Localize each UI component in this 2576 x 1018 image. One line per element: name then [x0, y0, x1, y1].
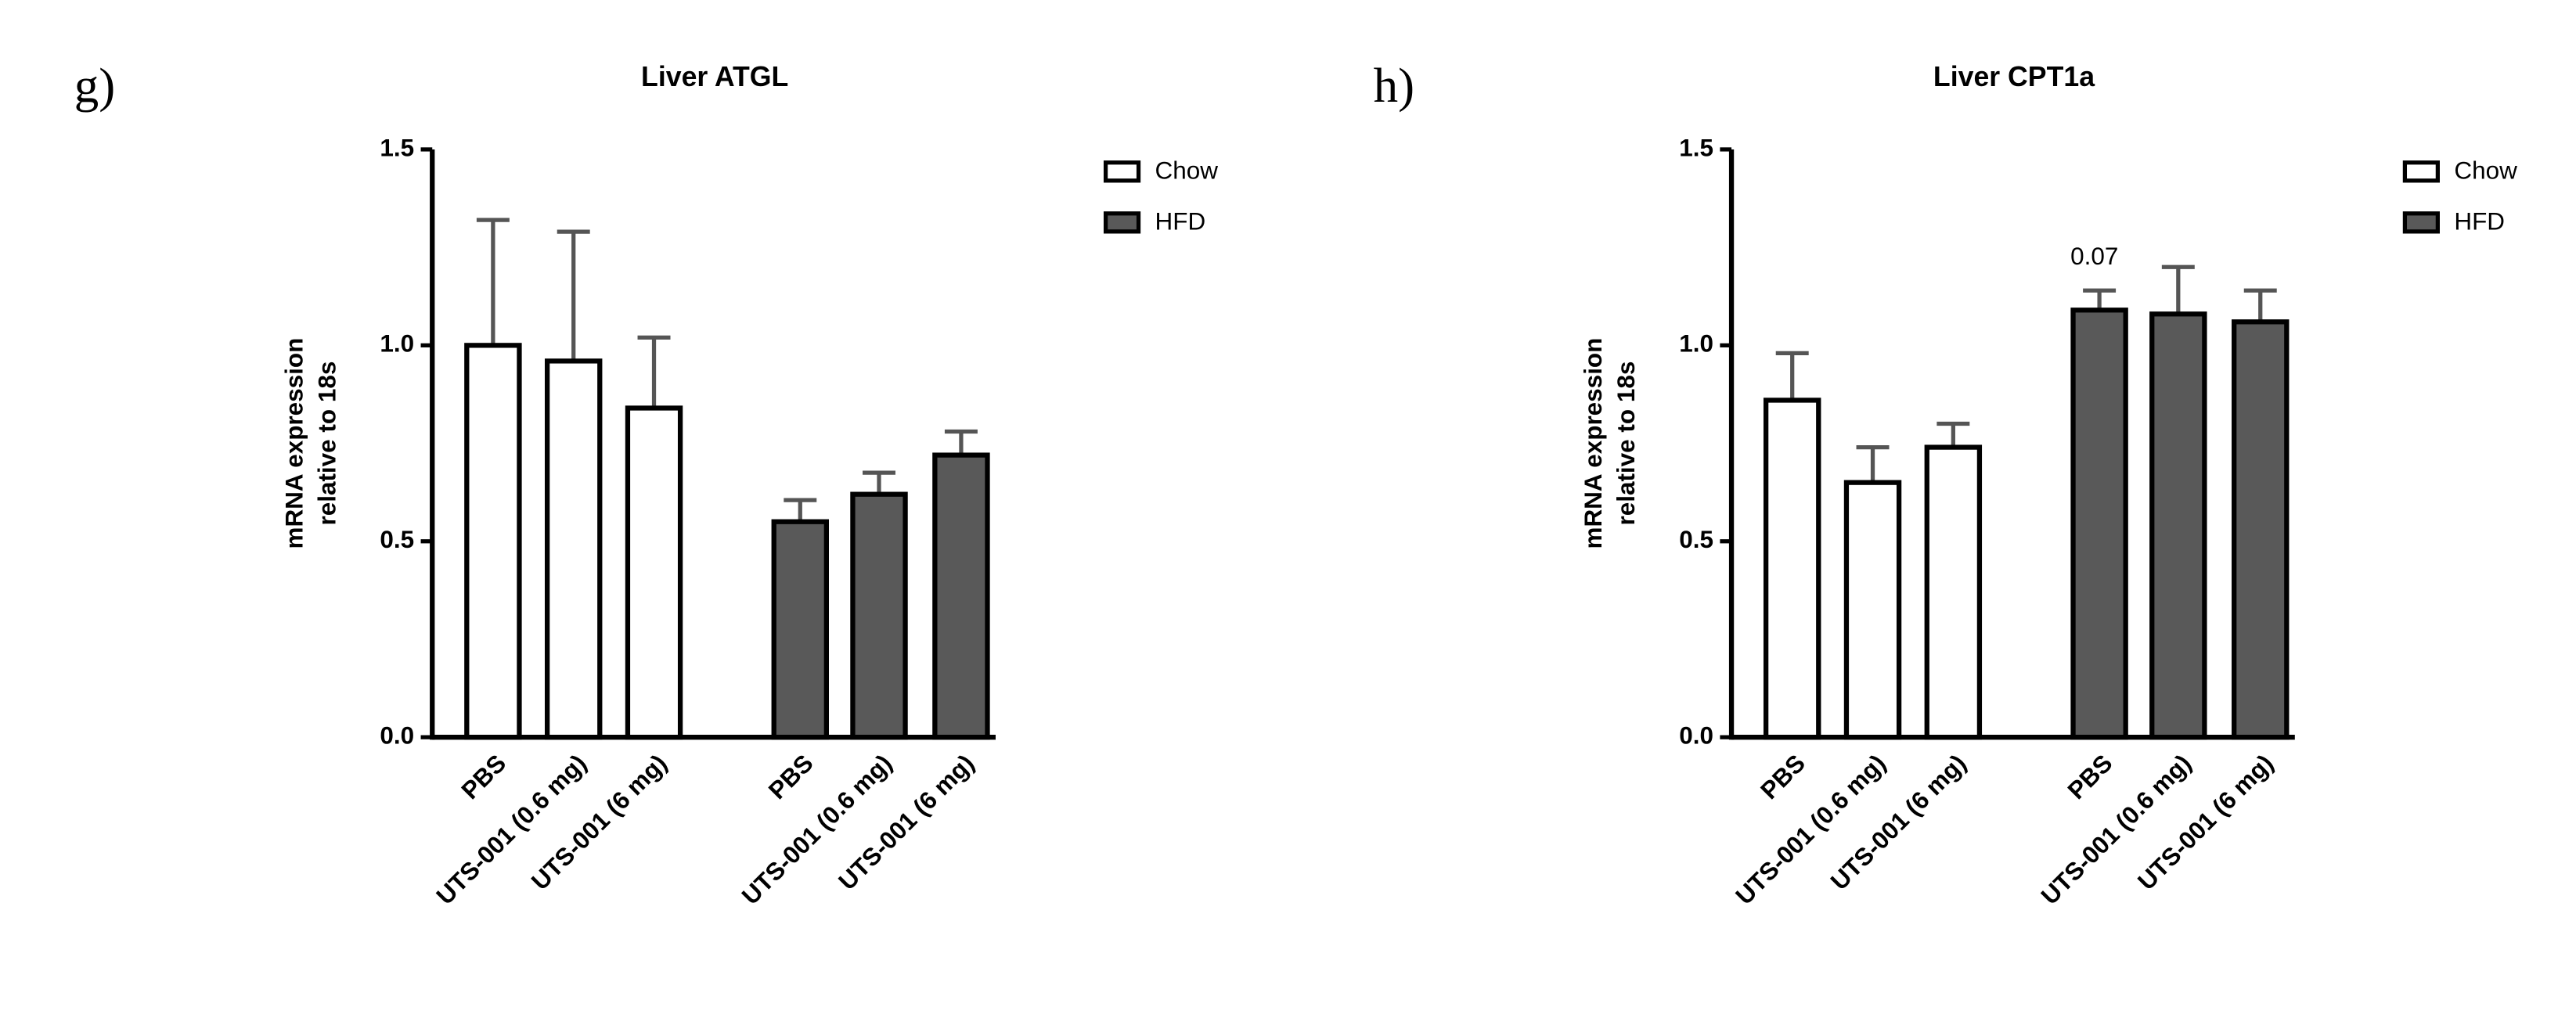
- legend-label: HFD: [2454, 208, 2505, 236]
- x-tick-label: PBS: [1756, 750, 1811, 805]
- legend-swatch: [1103, 160, 1141, 183]
- panel-label: h): [1374, 58, 1414, 113]
- legend-label: Chow: [2454, 157, 2517, 185]
- legend-label: Chow: [1155, 157, 1219, 185]
- x-tick-label: PBS: [2063, 750, 2118, 805]
- legend-swatch: [2402, 211, 2440, 234]
- y-tick-label: 0.0: [380, 721, 414, 749]
- bar: [932, 452, 990, 740]
- x-tick-label: UTS-001 (0.6 mg): [2036, 750, 2196, 910]
- x-tick-label: UTS-001 (6 mg): [526, 750, 672, 896]
- x-tick-label: UTS-001 (0.6 mg): [1731, 750, 1891, 910]
- panel-label: g): [74, 58, 115, 113]
- y-tick-label: 0.5: [1679, 526, 1713, 553]
- legend-swatch: [1103, 211, 1141, 234]
- bar: [464, 343, 522, 740]
- x-tick-label: UTS-001 (6 mg): [1825, 750, 1972, 896]
- bar: [544, 358, 603, 740]
- y-tick-label: 0.0: [1679, 721, 1713, 749]
- y-axis-label: mRNA expression: [1580, 338, 1607, 549]
- legend-label: HFD: [1155, 208, 1206, 236]
- annotation: 0.07: [2070, 243, 2118, 270]
- y-tick-label: 1.0: [380, 330, 414, 358]
- bar: [1924, 444, 1983, 740]
- y-tick-label: 1.0: [1679, 330, 1713, 358]
- y-tick-label: 1.5: [1679, 134, 1713, 161]
- bar: [2232, 319, 2290, 740]
- bar: [1763, 397, 1821, 740]
- x-tick-label: UTS-001 (0.6 mg): [737, 750, 897, 910]
- y-axis-label: mRNA expression: [280, 338, 308, 549]
- bar: [850, 491, 908, 740]
- legend-swatch: [2402, 160, 2440, 183]
- bar: [2070, 308, 2128, 740]
- chart-title: Liver CPT1a: [1933, 61, 2095, 92]
- x-tick-label: UTS-001 (0.6 mg): [431, 750, 592, 910]
- x-tick-label: PBS: [763, 750, 819, 805]
- y-tick-label: 0.5: [380, 526, 414, 553]
- bar: [2149, 311, 2207, 740]
- y-axis-label: relative to 18s: [313, 362, 340, 526]
- x-tick-label: PBS: [456, 750, 512, 805]
- bar: [1843, 480, 1902, 740]
- chart-title: Liver ATGL: [641, 61, 788, 92]
- bar: [625, 405, 683, 740]
- y-tick-label: 1.5: [380, 134, 414, 161]
- bar: [771, 519, 830, 740]
- y-axis-label: relative to 18s: [1612, 362, 1640, 526]
